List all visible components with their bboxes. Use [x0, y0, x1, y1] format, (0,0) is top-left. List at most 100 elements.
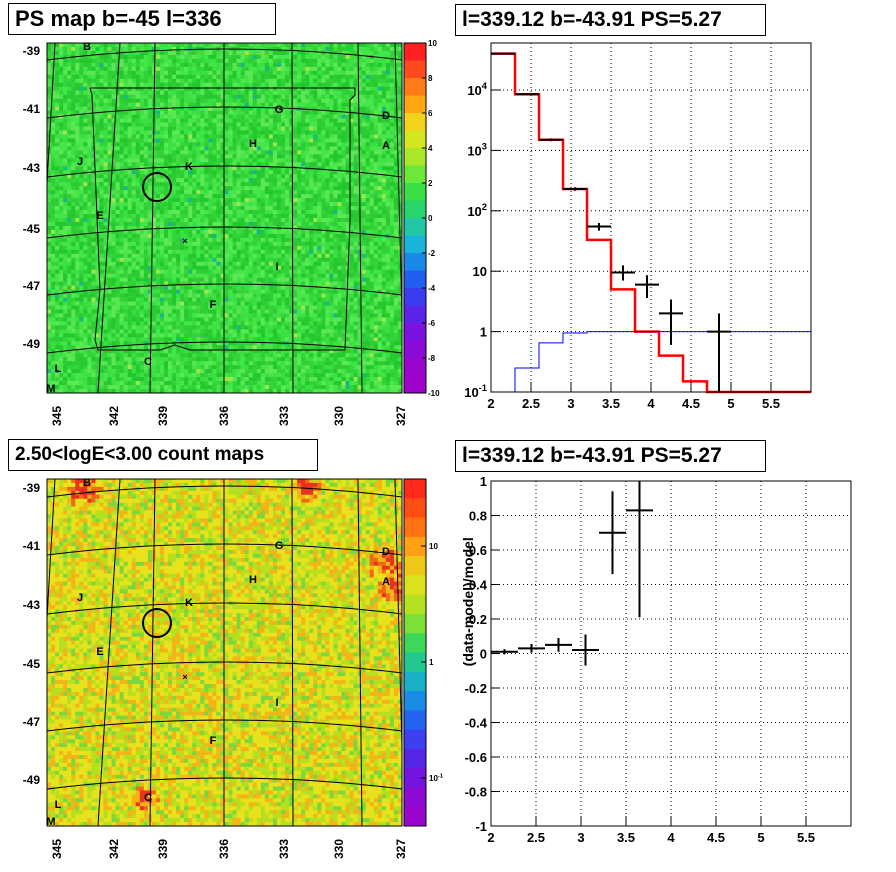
- heatmap-cell: [232, 58, 237, 64]
- heatmap-cell: [83, 158, 88, 163]
- heatmap-cell: [393, 245, 399, 251]
- heatmap-cell: [309, 106, 314, 111]
- heatmap-cell: [325, 154, 330, 159]
- heatmap-cell: [377, 202, 383, 207]
- heatmap-cell: [83, 241, 88, 247]
- heatmap-cell: [115, 58, 120, 64]
- heatmap-cell: [168, 257, 173, 263]
- heatmap-cell: [321, 110, 326, 115]
- heatmap-cell: [172, 142, 177, 147]
- heatmap-cell: [184, 257, 189, 263]
- heatmap-cell: [159, 186, 165, 191]
- heatmap-cell: [135, 58, 141, 64]
- heatmap-cell: [369, 162, 375, 167]
- heatmap-cell: [228, 150, 233, 155]
- heatmap-cell: [276, 118, 282, 123]
- heatmap-cell: [107, 178, 112, 183]
- heatmap-cell: [163, 182, 169, 187]
- heatmap-cell: [385, 158, 391, 163]
- heatmap-cell: [285, 166, 290, 171]
- heatmap-cell: [293, 94, 298, 99]
- heatmap-cell: [256, 229, 262, 235]
- heatmap-cell: [385, 50, 391, 56]
- heatmap-cell: [147, 245, 153, 251]
- heatmap-cell: [63, 58, 68, 64]
- heatmap-cell: [143, 257, 149, 263]
- heatmap-cell: [305, 78, 310, 84]
- heatmap-cell: [159, 50, 165, 56]
- heatmap-cell: [301, 150, 306, 155]
- heatmap-cell: [83, 122, 88, 127]
- heatmap-cell: [220, 158, 225, 163]
- heatmap-cell: [200, 150, 205, 155]
- heatmap-cell: [75, 138, 80, 143]
- heatmap-cell: [67, 166, 72, 171]
- heatmap-cell: [309, 218, 314, 223]
- heatmap-cell: [260, 249, 266, 255]
- heatmap-cell: [297, 114, 302, 119]
- heatmap-cell: [313, 82, 318, 88]
- heatmap-cell: [200, 162, 205, 167]
- heatmap-cell: [139, 178, 145, 183]
- heatmap-cell: [240, 261, 245, 267]
- heatmap-cell: [244, 142, 249, 147]
- heatmap-cell: [123, 86, 128, 92]
- heatmap-cell: [151, 249, 157, 255]
- heatmap-cell: [313, 178, 318, 183]
- heatmap-cell: [361, 186, 366, 191]
- heatmap-cell: [119, 218, 124, 223]
- heatmap-cell: [83, 94, 88, 99]
- heatmap-cell: [127, 194, 133, 199]
- heatmap-cell: [119, 221, 124, 227]
- heatmap-cell: [59, 162, 64, 167]
- heatmap-cell: [115, 94, 120, 99]
- heatmap-cell: [244, 162, 249, 167]
- heatmap-cell: [244, 178, 249, 183]
- heatmap-cell: [329, 102, 334, 107]
- heatmap-cell: [188, 122, 193, 127]
- heatmap-cell: [309, 66, 314, 72]
- heatmap-cell: [107, 257, 112, 263]
- heatmap-cell: [236, 126, 241, 131]
- heatmap-cell: [79, 190, 84, 195]
- heatmap-cell: [377, 130, 383, 135]
- heatmap-cell: [220, 178, 225, 183]
- heatmap-cell: [47, 178, 52, 183]
- heatmap-cell: [135, 50, 141, 56]
- heatmap-cell: [115, 130, 120, 135]
- heatmap-cell: [381, 74, 387, 80]
- heatmap-cell: [208, 178, 213, 183]
- heatmap-cell: [244, 241, 249, 247]
- heatmap-cell: [232, 170, 237, 175]
- heatmap-cell: [313, 114, 318, 119]
- heatmap-cell: [196, 142, 201, 147]
- heatmap-cell: [119, 158, 124, 163]
- heatmap-cell: [127, 186, 133, 191]
- heatmap-cell: [309, 138, 314, 143]
- heatmap-cell: [264, 114, 270, 119]
- heatmap-cell: [345, 98, 350, 103]
- heatmap-cell: [381, 253, 387, 259]
- heatmap-cell: [75, 194, 80, 199]
- heatmap-cell: [248, 98, 254, 103]
- heatmap-cell: [289, 214, 294, 219]
- heatmap-cell: [373, 78, 379, 84]
- heatmap-cell: [55, 82, 60, 88]
- heatmap-cell: [184, 198, 189, 203]
- heatmap-cell: [280, 218, 286, 223]
- heatmap-cell: [293, 138, 298, 143]
- heatmap-cell: [131, 221, 137, 227]
- heatmap-cell: [204, 257, 209, 263]
- heatmap-cell: [309, 221, 314, 227]
- heatmap-cell: [147, 114, 153, 119]
- heatmap-cell: [297, 66, 302, 72]
- heatmap-cell: [329, 70, 334, 76]
- heatmap-cell: [200, 202, 205, 207]
- heatmap-cell: [107, 74, 112, 80]
- heatmap-cell: [373, 214, 379, 219]
- heatmap-cell: [385, 221, 391, 227]
- heatmap-cell: [369, 138, 375, 143]
- heatmap-cell: [143, 245, 149, 251]
- heatmap-cell: [115, 245, 120, 251]
